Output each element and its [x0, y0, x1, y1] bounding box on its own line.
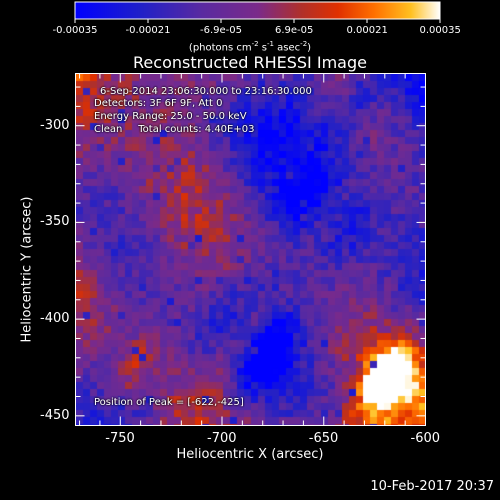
info-line-3: Energy Range: 25.0 - 50.0 keV — [94, 111, 247, 122]
y-tick-label: -450 — [40, 407, 70, 423]
x-tick-label: -750 — [105, 431, 135, 446]
y-tick-label: -400 — [40, 311, 70, 327]
y-tick-label: -300 — [40, 117, 70, 133]
x-tick-label: -650 — [308, 431, 339, 446]
plot-timestamp: 10-Feb-2017 20:37 — [370, 479, 494, 494]
colorbar-tick-label: 0.00035 — [419, 25, 461, 36]
peak-position-text: Position of Peak = [-622,-425] — [94, 397, 244, 408]
x-axis-label: Heliocentric X (arcsec) — [176, 447, 324, 462]
colorbar-ticks — [74, 19, 441, 23]
colorbar-tick-label: -6.9e-05 — [200, 25, 242, 36]
x-tick-label: -700 — [207, 431, 237, 446]
colorbar-units: (photons cm-2 s-1 asec-2) — [188, 40, 312, 54]
colorbar — [74, 1, 441, 23]
y-axis-label: Heliocentric Y (arcsec) — [19, 196, 35, 343]
colorbar-tick-label: -0.00021 — [125, 25, 171, 36]
y-tick-label: -350 — [40, 214, 70, 230]
info-line-2: Detectors: 3F 6F 9F, Att 0 — [94, 98, 223, 109]
x-tick-label: -600 — [410, 431, 441, 446]
colorbar-tick-label: 6.9e-05 — [275, 25, 314, 36]
colorbar-tick-label: 0.00021 — [346, 25, 388, 36]
info-line-1: 6-Sep-2014 23:06:30.000 to 23:16:30.000 — [100, 86, 312, 97]
colorbar-tick-label: -0.00035 — [52, 25, 98, 36]
info-line-4: Clean Total counts: 4.40E+03 — [94, 124, 255, 135]
colorbar-gradient — [74, 1, 441, 20]
plot-title: Reconstructed RHESSI Image — [133, 53, 367, 72]
